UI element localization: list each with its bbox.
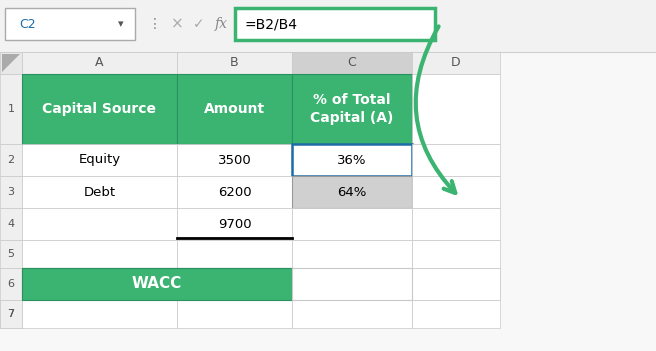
Bar [22,176,177,208]
Bar [22,74,177,144]
Text: Debt: Debt [83,185,115,199]
Bar [0,300,22,328]
Text: B: B [230,57,239,69]
Bar [412,144,500,176]
Text: fx: fx [215,17,228,31]
Text: Amount: Amount [204,102,265,116]
Bar [412,268,500,300]
Bar [22,268,292,300]
Text: 5: 5 [7,249,14,259]
Bar [0,52,22,74]
Bar [412,240,500,268]
Bar [292,240,412,268]
Bar [22,240,177,268]
Text: ▾: ▾ [118,19,124,29]
Bar [412,176,500,208]
Bar [292,52,412,74]
Bar [412,208,500,240]
Text: C2: C2 [19,18,35,31]
Bar [412,268,500,300]
Bar [177,74,292,144]
Bar [0,144,22,176]
Bar [177,52,292,74]
Text: ⋮: ⋮ [148,17,162,31]
Text: 6200: 6200 [218,185,251,199]
Bar [292,300,412,328]
Bar [177,300,292,328]
Text: =B2/B4: =B2/B4 [245,17,298,31]
Bar [177,176,292,208]
Bar [22,300,177,328]
Bar [177,208,292,240]
Bar [22,52,177,74]
Text: 1: 1 [7,104,14,114]
Bar [177,240,292,268]
Bar [292,208,412,240]
Text: 6: 6 [7,279,14,289]
Text: % of Total
Capital (A): % of Total Capital (A) [310,93,394,125]
Bar [177,144,292,176]
Text: 7: 7 [7,309,14,319]
Text: Capital Source: Capital Source [43,102,157,116]
Text: ✓: ✓ [193,17,205,31]
Text: 3: 3 [7,187,14,197]
Bar [0,0,656,52]
Text: Equity: Equity [79,153,121,166]
Bar [0,176,22,208]
Bar [0,300,22,328]
Text: 2: 2 [7,155,14,165]
Bar [22,144,177,176]
Bar [292,268,412,300]
Text: D: D [451,57,461,69]
Text: ×: × [171,16,184,32]
Bar [177,268,292,300]
Bar [22,208,177,240]
Text: 4: 4 [7,219,14,229]
Bar [412,52,500,74]
Bar [292,176,412,208]
Bar [235,8,435,40]
Bar [0,52,656,351]
Bar [0,208,22,240]
Bar [292,144,412,176]
Text: 3500: 3500 [218,153,251,166]
Text: A: A [95,57,104,69]
Bar [412,300,500,328]
Bar [0,240,22,268]
Bar [292,268,412,300]
Text: C: C [348,57,356,69]
Bar [5,8,135,40]
Text: WACC: WACC [132,277,182,291]
Bar [412,74,500,144]
Text: 64%: 64% [337,185,367,199]
Polygon shape [2,54,20,72]
Bar [22,268,177,300]
Bar [0,268,22,300]
Text: 9700: 9700 [218,218,251,231]
Text: WACC: WACC [78,278,121,291]
Bar [292,74,412,144]
Bar [0,74,22,144]
Text: 36%: 36% [337,153,367,166]
Text: 7: 7 [7,309,14,319]
